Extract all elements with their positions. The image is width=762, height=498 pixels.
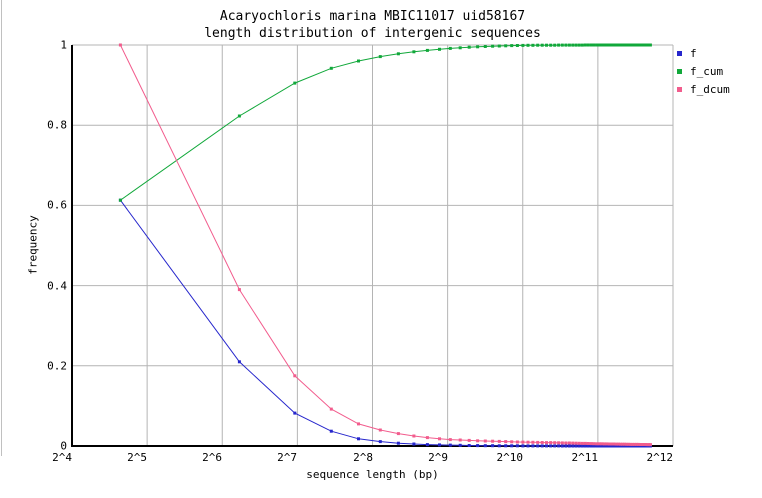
legend-item-f-cum: f_cum xyxy=(672,62,730,80)
y-tick-label: 0.2 xyxy=(47,359,67,373)
chart-title-line-1: Acaryochloris marina MBIC11017 uid58167 xyxy=(219,9,526,24)
y-tick-label: 0.4 xyxy=(47,279,67,293)
chart-title-line-2: length distribution of intergenic sequen… xyxy=(204,26,541,41)
window-left-edge-line xyxy=(1,0,2,456)
legend-marker-f-dcum-icon xyxy=(677,86,682,92)
legend-item-f: f xyxy=(672,44,730,62)
series-f_cum-markers xyxy=(118,43,652,202)
x-tick-label: 2^12 xyxy=(646,451,674,464)
y-axis-label: frequency xyxy=(26,215,40,275)
legend-label-f-dcum: f_dcum xyxy=(690,82,730,96)
y-tick-label: 0.8 xyxy=(47,118,67,132)
x-tick-label: 2^6 xyxy=(202,451,222,464)
y-tick-label: 0.6 xyxy=(47,198,67,212)
y-tick-label: 0 xyxy=(60,439,67,453)
x-tick-label: 2^9 xyxy=(428,451,448,464)
legend: f f_cum f_dcum xyxy=(672,44,730,98)
legend-marker-f-cum-icon xyxy=(677,68,682,74)
x-tick-label: 2^8 xyxy=(353,451,373,464)
series-f_dcum-line xyxy=(119,44,651,446)
series-f_cum-line xyxy=(120,44,651,201)
x-tick-label: 2^7 xyxy=(277,451,297,464)
legend-label-f: f xyxy=(690,46,697,60)
x-tick-label: 2^10 xyxy=(496,451,524,464)
legend-item-f-dcum: f_dcum xyxy=(672,80,730,98)
x-axis-label: sequence length (bp) xyxy=(306,468,439,481)
x-tick-label: 2^11 xyxy=(571,451,599,464)
chart-title: Acaryochloris marina MBIC11017 uid58167 … xyxy=(72,8,673,42)
x-tick-label: 2^5 xyxy=(127,451,147,464)
y-tick-label: 1 xyxy=(60,38,67,52)
x-tick-label: 2^4 xyxy=(52,451,72,464)
legend-label-f-cum: f_cum xyxy=(690,64,724,78)
series-f-line xyxy=(119,199,651,447)
series-f_dcum-markers xyxy=(118,43,652,447)
series-f-markers xyxy=(118,198,652,448)
legend-marker-f-icon xyxy=(677,50,682,56)
